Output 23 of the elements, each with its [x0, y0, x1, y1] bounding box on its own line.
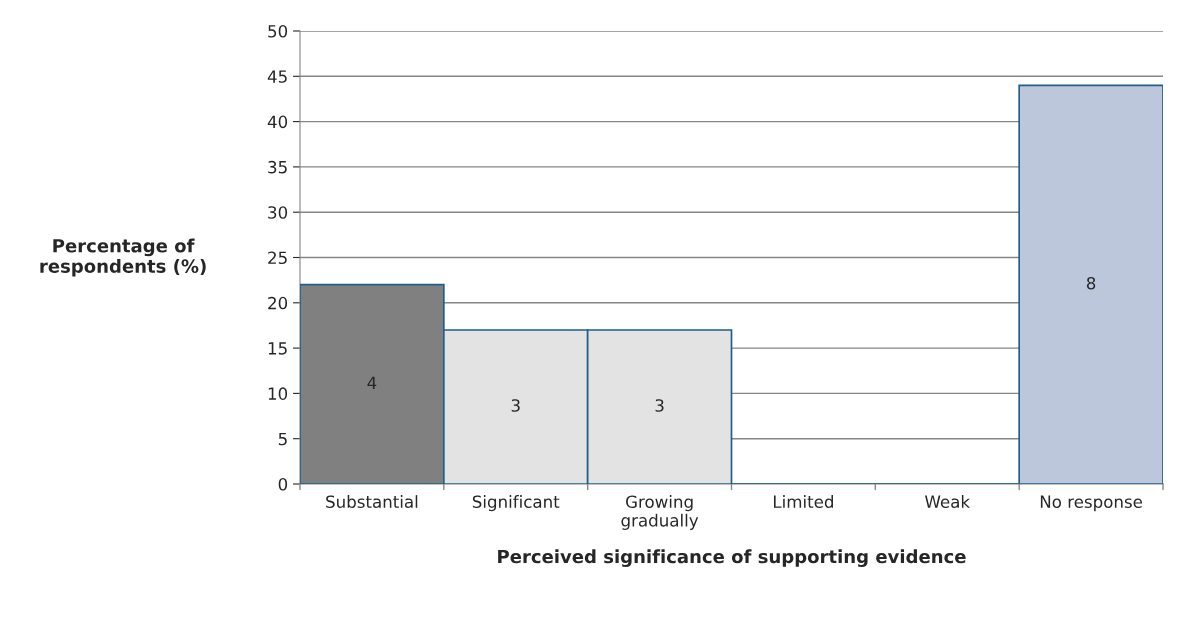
y-tick-label: 25	[268, 251, 287, 265]
y-axis-title: Percentage of respondents (%)	[40, 238, 206, 277]
y-tick-label: 40	[267, 115, 288, 129]
x-tick-label: Weak	[924, 495, 971, 509]
y-tick-label: 30	[268, 206, 288, 219]
annotation: 3	[511, 399, 520, 412]
y-tick-label: 5	[278, 432, 287, 446]
y-tick-label: 10	[268, 387, 288, 400]
x-tick-label: No response	[1040, 495, 1143, 512]
x-tick-label: Limited	[773, 495, 833, 509]
annotation: 3	[655, 399, 664, 412]
y-tick-label: 45	[267, 70, 287, 83]
y-tick-label: 15	[268, 342, 287, 355]
x-tick-label: Significant	[472, 495, 560, 512]
y-tick-label: 35	[268, 160, 287, 174]
annotation: 4	[367, 376, 377, 389]
y-tick-label: 20	[268, 296, 288, 310]
y-tick-label: 0	[278, 477, 288, 491]
annotation: 8	[1086, 276, 1096, 290]
x-tick-label: Substantial	[326, 495, 418, 509]
y-tick-label: 50	[268, 24, 288, 38]
x-tick-label: Growing gradually	[621, 495, 699, 530]
x-axis-title: Perceived significance of supporting evidence	[498, 549, 966, 567]
